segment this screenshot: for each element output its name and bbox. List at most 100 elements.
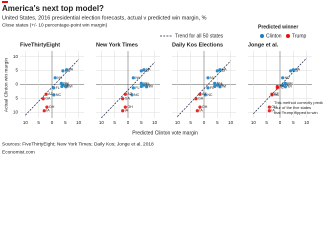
trend-line bbox=[25, 59, 79, 116]
point bbox=[145, 85, 149, 89]
y-tick-label: 5 bbox=[15, 96, 18, 101]
point-label: IA bbox=[125, 109, 129, 113]
point bbox=[218, 85, 222, 89]
trend-line bbox=[253, 57, 307, 115]
x-tick-label: 10 bbox=[304, 120, 310, 125]
x-tick-label: 10 bbox=[76, 120, 82, 125]
point-label: OH bbox=[49, 105, 55, 109]
point bbox=[198, 92, 202, 96]
point bbox=[131, 86, 135, 90]
x-tick-label: 10 bbox=[99, 120, 105, 125]
point-label: VA bbox=[295, 68, 300, 72]
point-label: WI bbox=[68, 85, 72, 89]
panel-title: Jonge et al. bbox=[248, 42, 279, 48]
point-label: CO bbox=[293, 69, 299, 73]
point bbox=[130, 93, 134, 97]
point-label: WI bbox=[149, 85, 153, 89]
point bbox=[41, 97, 45, 101]
point bbox=[52, 86, 56, 90]
panel-title: FiveThirtyEight bbox=[20, 42, 60, 48]
x-tick-label: 10 bbox=[175, 120, 181, 125]
point-label: NH bbox=[217, 81, 223, 85]
x-tick-label: 5 bbox=[64, 120, 67, 125]
x-tick-label: 10 bbox=[23, 120, 29, 125]
x-tick-label: 5 bbox=[189, 120, 192, 125]
point bbox=[65, 68, 69, 72]
annotation: that Trump flipped to win bbox=[274, 110, 318, 115]
point-label: FL bbox=[279, 86, 283, 90]
point-label: AZ bbox=[202, 92, 207, 96]
point bbox=[291, 68, 295, 72]
x-axis-label: Predicted Clinton vote margin bbox=[132, 130, 198, 136]
point bbox=[198, 105, 202, 109]
point-label: FL bbox=[210, 86, 214, 90]
x-tick-label: 0 bbox=[203, 120, 206, 125]
legend-marker bbox=[260, 34, 264, 38]
x-tick-label: 10 bbox=[152, 120, 158, 125]
x-tick-label: 10 bbox=[251, 120, 257, 125]
point bbox=[44, 92, 48, 96]
x-tick-label: 0 bbox=[127, 120, 130, 125]
point bbox=[215, 83, 219, 87]
point bbox=[195, 109, 199, 113]
point-label: OH bbox=[127, 105, 133, 109]
point bbox=[206, 76, 210, 80]
y-tick-label: 10 bbox=[13, 110, 19, 115]
point-label: VA bbox=[222, 68, 227, 72]
point-label: OH bbox=[202, 105, 208, 109]
point bbox=[218, 68, 222, 72]
point-label: WI bbox=[222, 85, 226, 89]
point-label: MI bbox=[65, 83, 69, 87]
y-tick-label: 10 bbox=[13, 54, 19, 59]
point bbox=[121, 97, 125, 101]
point bbox=[215, 69, 219, 73]
panel-title: Daily Kos Elections bbox=[172, 42, 223, 48]
point-label: NC bbox=[207, 93, 213, 97]
y-tick-label: 5 bbox=[15, 68, 18, 73]
point-label: GA bbox=[198, 97, 204, 101]
brand: Economist.com bbox=[2, 149, 35, 155]
legend-title: Predicted winner bbox=[258, 24, 298, 30]
x-tick-label: 5 bbox=[37, 120, 40, 125]
point-label: NC bbox=[274, 93, 280, 97]
point-label: AZ bbox=[48, 92, 53, 96]
subtitle: United States, 2016 presidential electio… bbox=[2, 15, 207, 21]
point bbox=[213, 81, 217, 85]
point bbox=[281, 83, 285, 87]
point-label: NV bbox=[135, 76, 141, 80]
annotation: four of the five states bbox=[274, 105, 311, 110]
chart: America's next top model? United States,… bbox=[2, 1, 323, 155]
point bbox=[270, 92, 274, 96]
legend-label: Clinton bbox=[266, 33, 282, 39]
y-axis-label: Actual Clinton win margin bbox=[3, 58, 9, 112]
point bbox=[131, 76, 135, 80]
point bbox=[213, 84, 217, 89]
point-label: IA bbox=[46, 109, 50, 113]
point bbox=[42, 109, 46, 113]
x-tick-label: 0 bbox=[51, 120, 54, 125]
point bbox=[283, 81, 287, 85]
x-tick-label: 5 bbox=[265, 120, 268, 125]
point-label: IA bbox=[271, 109, 275, 113]
point-label: NV bbox=[285, 76, 291, 80]
point-label: MI bbox=[285, 83, 289, 87]
point-label: NH bbox=[63, 81, 69, 85]
point-label: CO bbox=[219, 69, 225, 73]
x-tick-label: 5 bbox=[216, 120, 219, 125]
point bbox=[45, 105, 49, 109]
point bbox=[121, 109, 125, 113]
annotation: This method correctly predicts bbox=[274, 100, 323, 105]
point bbox=[139, 81, 143, 85]
note: Close states (+/- 10 percentage-point wi… bbox=[2, 22, 108, 28]
point-label: GA bbox=[125, 97, 131, 101]
point bbox=[61, 69, 65, 73]
point bbox=[281, 76, 285, 80]
point-label: MI bbox=[219, 83, 223, 87]
point bbox=[139, 69, 143, 73]
point-label: MI bbox=[146, 83, 150, 87]
point bbox=[289, 69, 293, 73]
point-label: NC bbox=[56, 93, 62, 97]
point-label: AZ bbox=[127, 92, 132, 96]
point bbox=[53, 76, 57, 80]
point-label: FL bbox=[56, 86, 60, 90]
